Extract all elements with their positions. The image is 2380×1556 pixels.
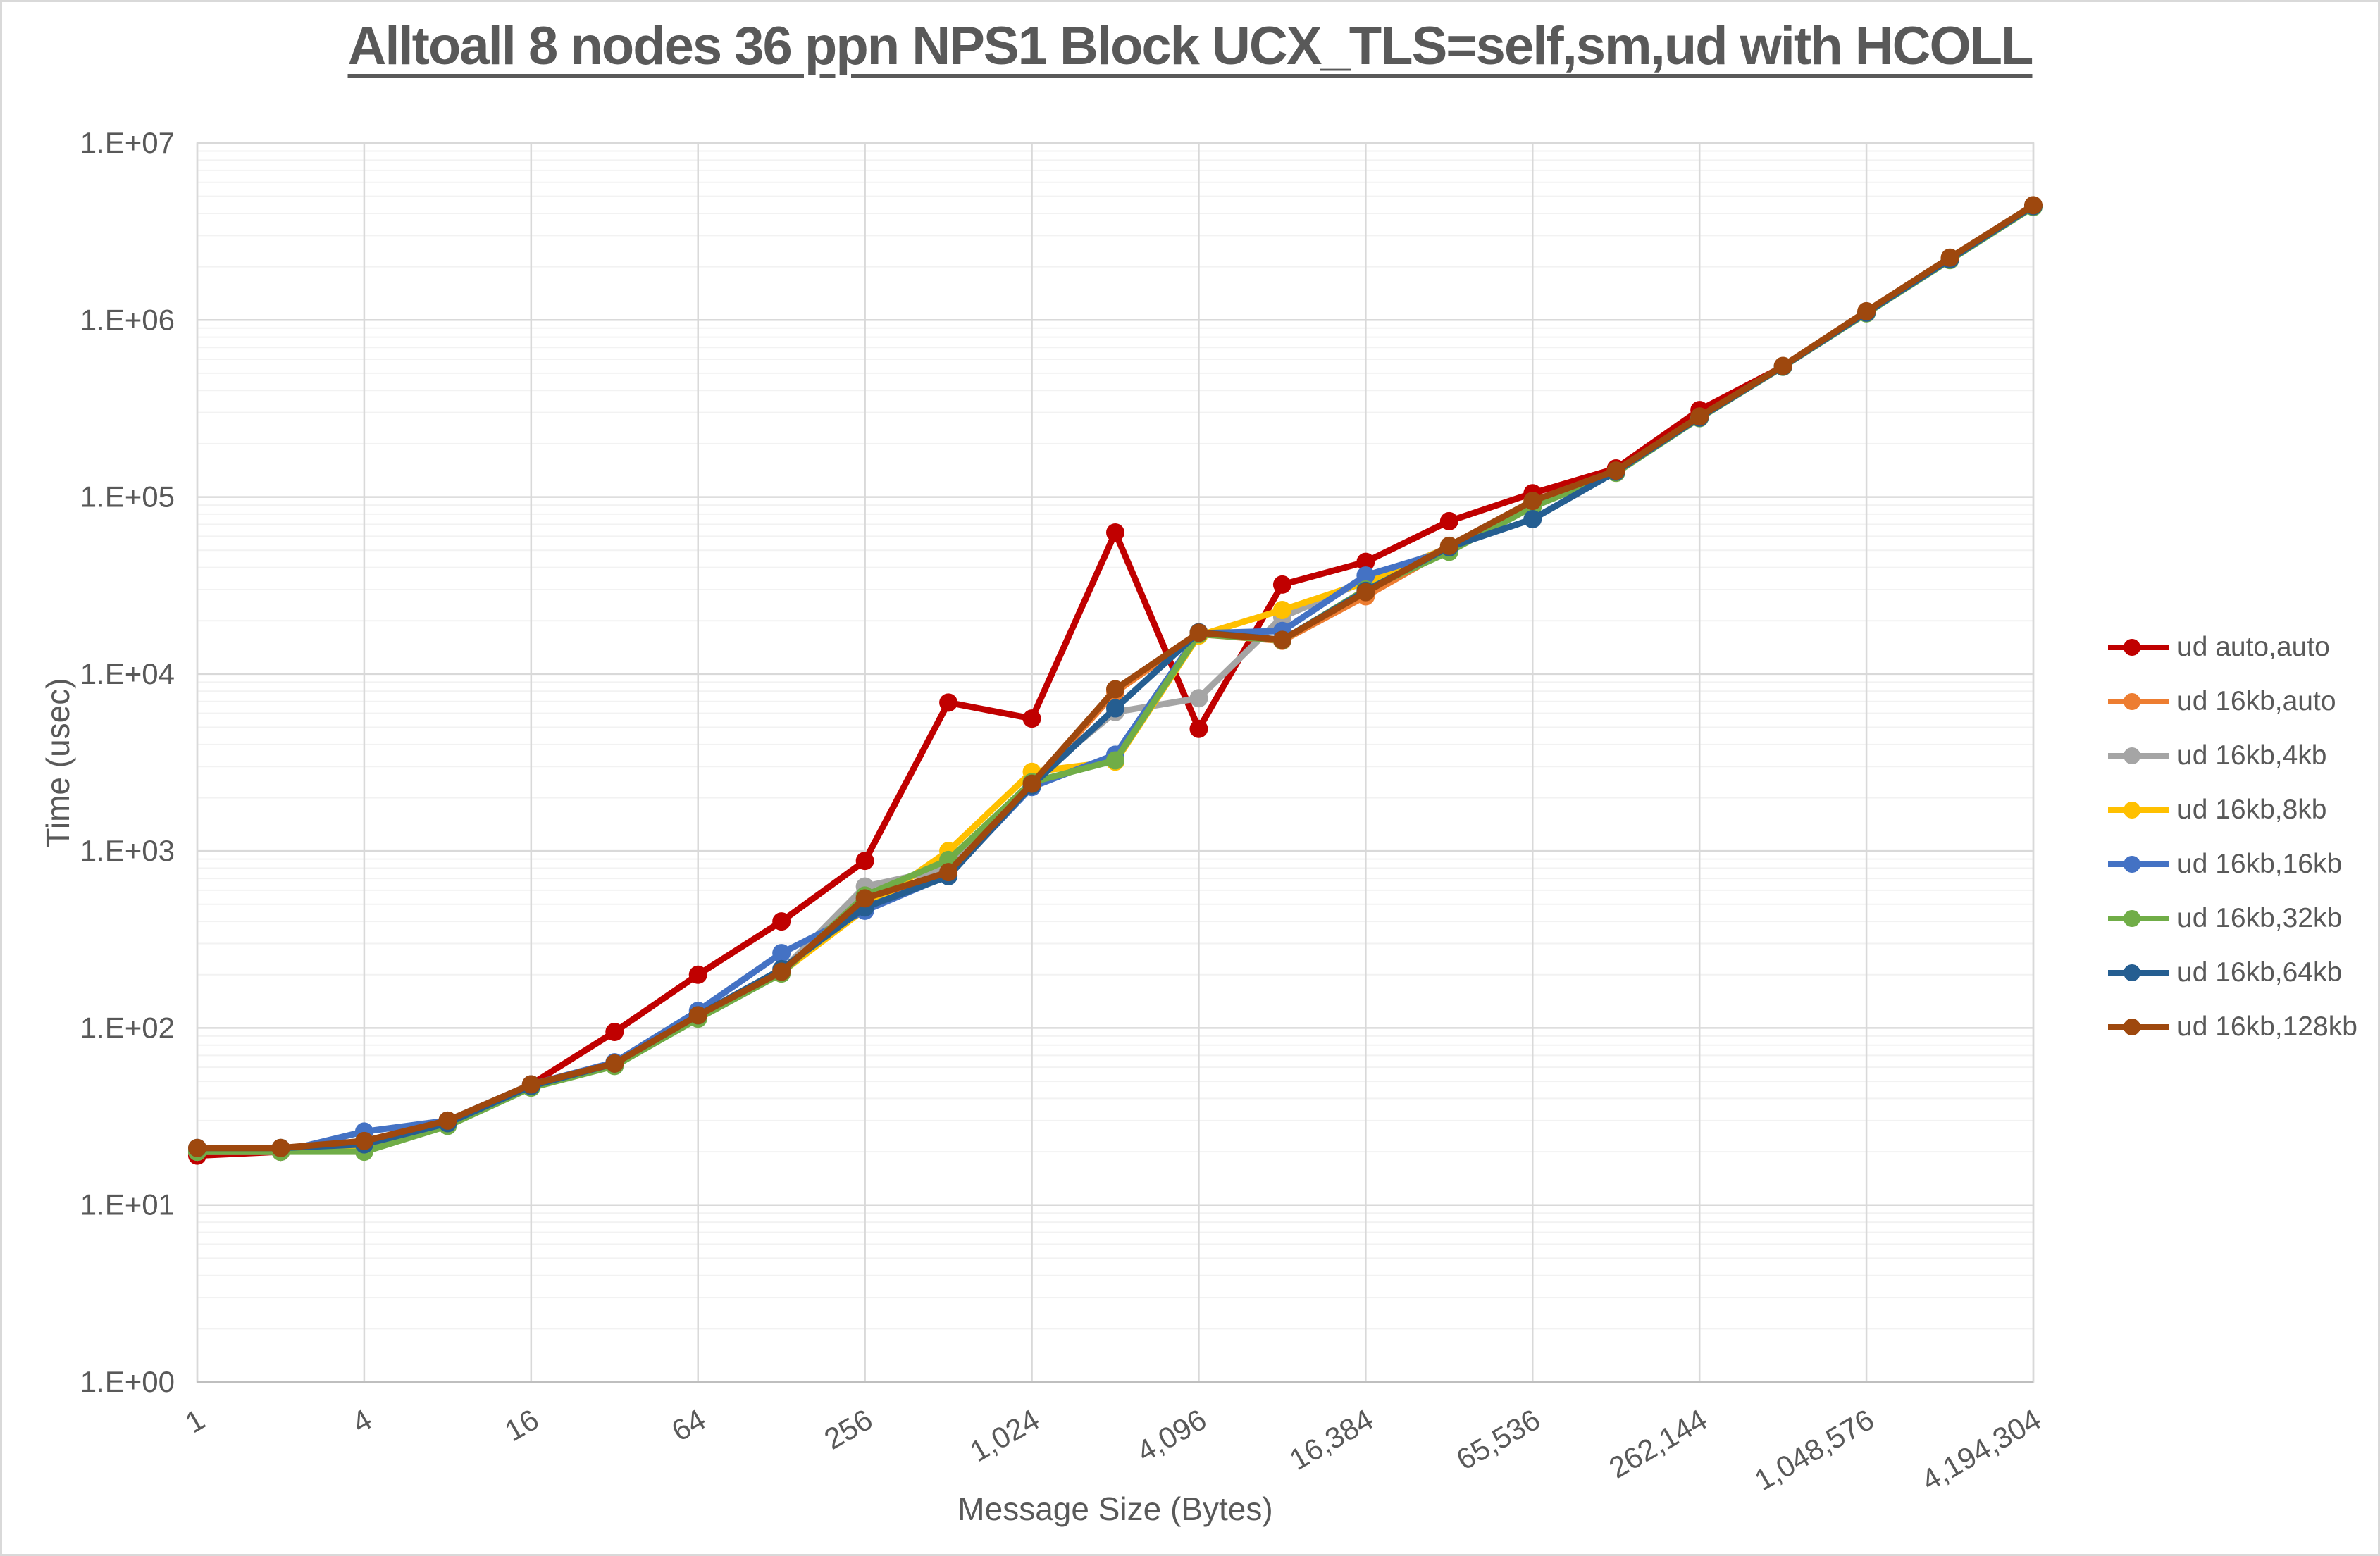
y-tick-label: 1.E+07	[80, 126, 175, 159]
data-point-ud-auto-auto	[1272, 575, 1291, 594]
chart-title: Alltoall 8 nodes 36 ppn NPS1 Block UCX_T…	[347, 16, 2034, 76]
plot-border	[196, 142, 2035, 1383]
legend-label: ud 16kb,128kb	[2177, 1011, 2357, 1042]
data-point-ud-16kb-128kb	[1439, 536, 1458, 555]
legend-label: ud 16kb,16kb	[2177, 848, 2343, 879]
data-point-ud-16kb-128kb	[688, 1006, 707, 1025]
legend-label: ud 16kb,32kb	[2177, 902, 2343, 933]
data-point-ud-16kb-128kb	[271, 1138, 290, 1157]
data-point-ud-auto-auto	[939, 693, 958, 712]
x-tick-label: 1	[180, 1402, 211, 1439]
x-tick-label: 4	[347, 1402, 378, 1439]
data-point-ud-16kb-128kb	[1773, 356, 1792, 375]
data-point-ud-16kb-4kb	[1189, 689, 1208, 708]
legend-item-ud-16kb-16kb[interactable]: ud 16kb,16kb	[2108, 837, 2376, 891]
data-point-ud-16kb-128kb	[1189, 623, 1208, 642]
x-axis-title: Message Size (Bytes)	[957, 1490, 1272, 1527]
data-point-ud-16kb-128kb	[1690, 407, 1709, 426]
legend-marker-icon	[2108, 855, 2169, 873]
data-point-ud-auto-auto	[1356, 552, 1375, 571]
y-tick-label: 1.E+03	[80, 834, 175, 867]
y-axis-title: Time (usec)	[39, 678, 76, 847]
data-point-ud-16kb-128kb	[1606, 461, 1625, 480]
series-line-ud-16kb-128kb	[197, 202, 2035, 1152]
legend-marker-icon	[2108, 692, 2169, 710]
data-point-ud-auto-auto	[688, 965, 707, 984]
x-tick-label: 4,096	[1131, 1402, 1212, 1468]
data-point-ud-16kb-64kb	[1523, 509, 1542, 528]
data-point-ud-16kb-128kb	[1940, 248, 1959, 267]
minor-gridlines	[197, 150, 2033, 1330]
data-point-ud-16kb-16kb	[772, 944, 791, 963]
data-point-ud-16kb-128kb	[438, 1111, 457, 1130]
legend-item-ud-16kb-auto[interactable]: ud 16kb,auto	[2108, 674, 2376, 728]
legend-label: ud 16kb,64kb	[2177, 957, 2343, 988]
x-tick-label: 262,144	[1604, 1402, 1713, 1485]
y-tick-label: 1.E+02	[80, 1011, 175, 1044]
data-point-ud-16kb-128kb	[188, 1138, 206, 1157]
x-tick-label: 256	[819, 1402, 878, 1456]
data-point-ud-auto-auto	[1189, 719, 1208, 738]
x-tick-label: 16,384	[1284, 1402, 1379, 1476]
x-tick-label: 65,536	[1451, 1402, 1546, 1476]
data-point-ud-16kb-128kb	[1523, 492, 1542, 511]
data-point-ud-auto-auto	[1022, 709, 1041, 728]
x-tick-label: 64	[666, 1402, 711, 1448]
data-point-ud-16kb-128kb	[521, 1075, 540, 1094]
x-tick-label: 1,024	[965, 1402, 1046, 1468]
data-point-ud-auto-auto	[855, 852, 874, 871]
data-point-ud-16kb-128kb	[1356, 583, 1375, 602]
data-point-ud-16kb-128kb	[1106, 680, 1124, 699]
legend-marker-icon	[2108, 964, 2169, 981]
data-point-ud-auto-auto	[772, 912, 791, 931]
y-tick-label: 1.E+00	[80, 1365, 175, 1398]
data-point-ud-16kb-32kb	[1106, 751, 1124, 770]
data-point-ud-auto-auto	[1106, 523, 1124, 542]
legend: ud auto,auto ud 16kb,auto ud 16kb,4kb ud 16…	[2108, 620, 2376, 1054]
data-point-ud-16kb-128kb	[772, 962, 791, 981]
legend-item-ud-16kb-4kb[interactable]: ud 16kb,4kb	[2108, 728, 2376, 783]
series-line-ud-16kb-32kb	[197, 204, 2035, 1155]
x-tick-label: 1,048,576	[1749, 1402, 1879, 1497]
legend-marker-icon	[2108, 801, 2169, 819]
legend-label: ud 16kb,4kb	[2177, 740, 2327, 771]
x-tick-label: 4,194,304	[1916, 1402, 2046, 1497]
data-point-ud-16kb-128kb	[939, 863, 958, 882]
legend-marker-icon	[2108, 638, 2169, 656]
legend-label: ud 16kb,8kb	[2177, 794, 2327, 825]
legend-marker-icon	[2108, 909, 2169, 927]
data-point-ud-16kb-128kb	[2024, 196, 2043, 215]
legend-marker-icon	[2108, 1018, 2169, 1035]
data-point-ud-16kb-128kb	[855, 889, 874, 908]
series-line-ud-16kb-16kb	[197, 204, 2035, 1155]
legend-item-ud-16kb-32kb[interactable]: ud 16kb,32kb	[2108, 891, 2376, 945]
axis-tick-labels: 1.E+00 1.E+01 1.E+02 1.E+03 1.E+04 1.E+05 1.E+…	[80, 126, 2047, 1497]
data-point-ud-16kb-128kb	[1022, 774, 1041, 793]
data-point-ud-16kb-128kb	[354, 1131, 373, 1150]
data-point-ud-16kb-128kb	[1272, 630, 1291, 649]
y-tick-label: 1.E+06	[80, 303, 175, 336]
data-point-ud-auto-auto	[605, 1023, 624, 1042]
y-tick-label: 1.E+05	[80, 480, 175, 514]
legend-item-ud-16kb-64kb[interactable]: ud 16kb,64kb	[2108, 945, 2376, 1000]
data-point-ud-16kb-8kb	[1272, 600, 1291, 619]
data-point-ud-16kb-64kb	[1106, 699, 1124, 718]
data-point-ud-16kb-128kb	[605, 1054, 624, 1073]
legend-item-ud-16kb-128kb[interactable]: ud 16kb,128kb	[2108, 1000, 2376, 1054]
series-lines	[188, 196, 2043, 1165]
legend-item-ud-16kb-8kb[interactable]: ud 16kb,8kb	[2108, 783, 2376, 837]
x-tick-label: 16	[499, 1402, 544, 1448]
data-point-ud-auto-auto	[1439, 511, 1458, 530]
y-tick-label: 1.E+01	[80, 1188, 175, 1221]
data-point-ud-16kb-128kb	[1857, 301, 1876, 320]
legend-label: ud auto,auto	[2177, 631, 2330, 662]
legend-marker-icon	[2108, 747, 2169, 764]
data-point-ud-16kb-16kb	[1356, 566, 1375, 585]
y-tick-label: 1.E+04	[80, 657, 175, 690]
legend-item-ud-auto-auto[interactable]: ud auto,auto	[2108, 620, 2376, 674]
legend-label: ud 16kb,auto	[2177, 685, 2336, 716]
